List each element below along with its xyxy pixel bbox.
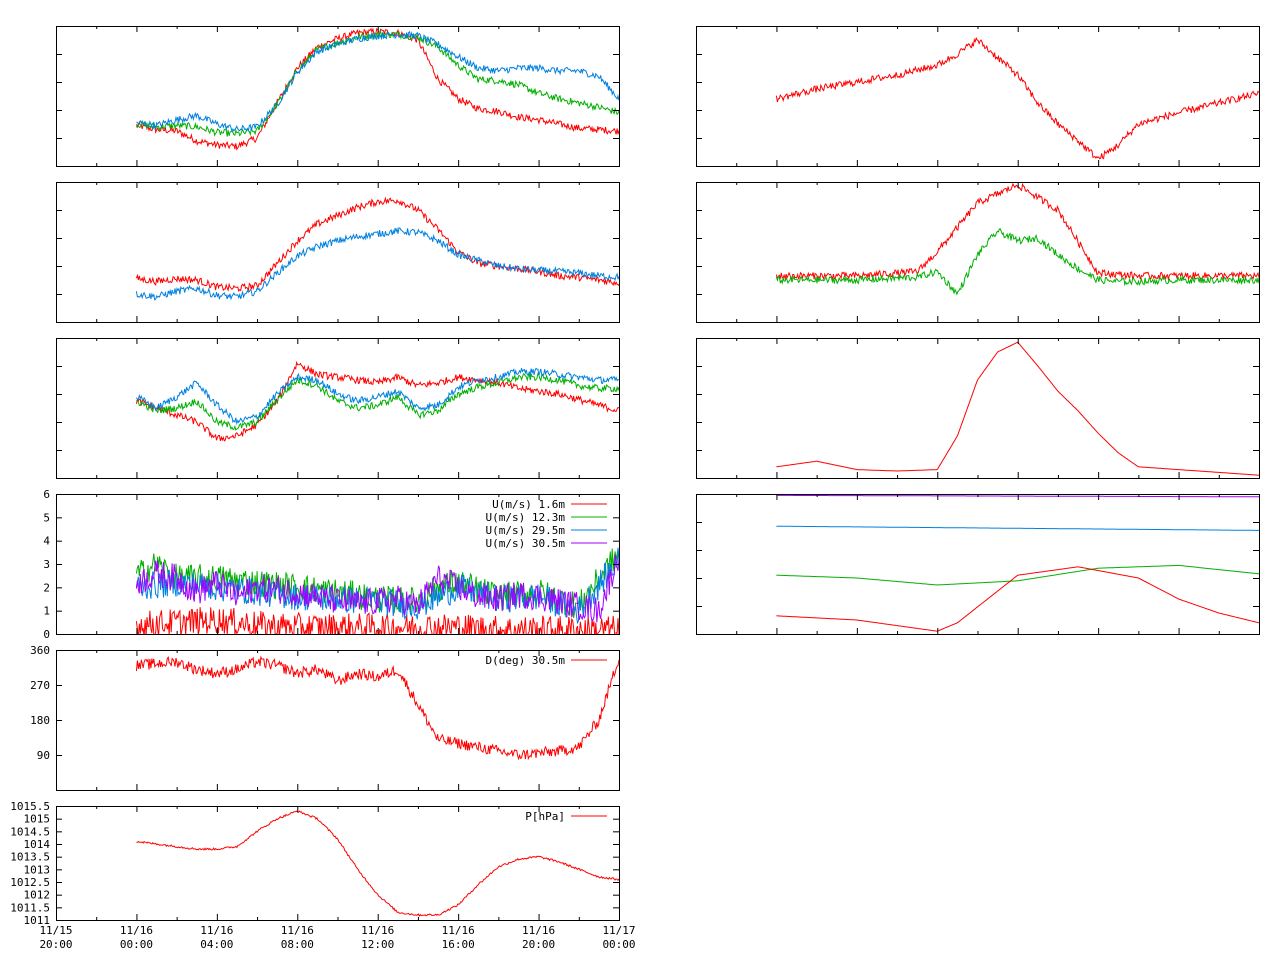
y-tick-label: 1011.5 — [10, 901, 50, 914]
y-tick-label: 4 — [43, 535, 50, 548]
series-line-left-1-2 — [136, 30, 619, 133]
chart-panel-left-4-wind-speed: 0 1 2 3 4 5 6 U(m/s) 1.6mU(m/s) 12.3mU(m/s) 29.… — [43, 488, 620, 641]
y-tick-label: 1012 — [24, 889, 51, 902]
x-tick-time-label: 12:00 — [361, 938, 394, 951]
series-line-left-5-wind-direction-0 — [135, 655, 619, 761]
legend-entry: U(m/s) 12.3m — [486, 511, 566, 524]
x-tick-time-label: 20:00 — [39, 938, 72, 951]
series-line-left-1-0 — [135, 27, 619, 151]
series-line-left-2-1 — [135, 226, 619, 301]
y-tick-label: 90 — [37, 749, 50, 762]
y-tick-label: 1015.5 — [10, 800, 50, 813]
y-tick-label: 6 — [43, 488, 50, 501]
series-line-right-4-3 — [776, 566, 1259, 632]
x-tick-time-label: 00:00 — [120, 938, 153, 951]
x-tick-date-label: 11/15 — [39, 924, 72, 937]
series-line-right-2-1 — [775, 228, 1259, 296]
series-line-right-1-0 — [775, 36, 1259, 160]
legend-entry: U(m/s) 30.5m — [486, 537, 566, 550]
chart-panel-left-3 — [56, 338, 620, 479]
legend-entry: U(m/s) 29.5m — [486, 524, 566, 537]
series-line-left-4-wind-speed-0 — [135, 607, 619, 634]
y-tick-label: 3 — [43, 558, 50, 571]
legend-entry: P[hPa] — [525, 810, 565, 823]
series-line-left-2-0 — [135, 196, 619, 292]
plot-frame — [56, 338, 620, 479]
x-tick-date-label: 11/17 — [602, 924, 635, 937]
series-line-right-4-2 — [776, 564, 1259, 586]
y-tick-label: 1012.5 — [10, 876, 50, 889]
y-tick-label: 1015 — [24, 813, 51, 826]
y-tick-label: 0 — [43, 628, 50, 641]
chart-panel-left-2 — [56, 182, 620, 323]
x-tick-date-label: 11/16 — [120, 924, 153, 937]
series-line-left-4-wind-speed-3 — [135, 554, 619, 623]
chart-panel-right-3 — [696, 338, 1260, 479]
plot-frame — [56, 806, 620, 921]
x-tick-date-label: 11/16 — [522, 924, 555, 937]
plot-frame — [56, 26, 620, 167]
series-line-left-3-0 — [135, 360, 619, 442]
y-tick-label: 360 — [30, 644, 50, 657]
x-tick-time-label: 04:00 — [200, 938, 233, 951]
chart-panel-left-6-pressure: 10111011.510121012.510131013.510141014.5… — [10, 800, 620, 927]
y-tick-label: 5 — [43, 511, 50, 524]
y-tick-label: 1014 — [24, 838, 51, 851]
series-line-left-6-pressure-0 — [136, 810, 619, 917]
x-tick-date-label: 11/16 — [281, 924, 314, 937]
plot-frame — [696, 338, 1260, 479]
x-tick-time-label: 08:00 — [281, 938, 314, 951]
chart-panel-right-2 — [696, 182, 1260, 323]
series-line-left-1-1 — [135, 30, 619, 137]
series-line-left-3-2 — [135, 367, 619, 426]
x-tick-date-label: 11/16 — [361, 924, 394, 937]
chart-panel-left-1 — [56, 26, 620, 167]
plot-frame — [696, 494, 1260, 635]
plot-frame — [56, 182, 620, 323]
series-line-right-3-0 — [776, 341, 1259, 476]
y-tick-label: 2 — [43, 581, 50, 594]
series-line-right-2-0 — [775, 182, 1259, 282]
series-line-right-4-0 — [776, 494, 1259, 498]
x-tick-date-label: 11/16 — [442, 924, 475, 937]
y-tick-label: 1 — [43, 605, 50, 618]
chart-panel-right-4 — [696, 494, 1260, 635]
y-tick-label: 270 — [30, 679, 50, 692]
series-line-right-4-1 — [776, 525, 1259, 531]
y-tick-label: 1013.5 — [10, 851, 50, 864]
legend-entry: U(m/s) 1.6m — [492, 498, 565, 511]
y-tick-label: 1014.5 — [10, 825, 50, 838]
y-tick-label: 1011 — [24, 914, 51, 927]
chart-panel-left-5-wind-direction: 90 180 270 360 D(deg) 30.5m — [30, 644, 620, 791]
x-tick-time-label: 20:00 — [522, 938, 555, 951]
plot-frame — [56, 650, 620, 791]
y-tick-label: 1013 — [24, 863, 51, 876]
x-tick-time-label: 16:00 — [442, 938, 475, 951]
x-tick-time-label: 00:00 — [602, 938, 635, 951]
legend-entry: D(deg) 30.5m — [486, 654, 566, 667]
chart-panel-right-1 — [696, 26, 1260, 167]
x-tick-date-label: 11/16 — [200, 924, 233, 937]
y-tick-label: 180 — [30, 714, 50, 727]
